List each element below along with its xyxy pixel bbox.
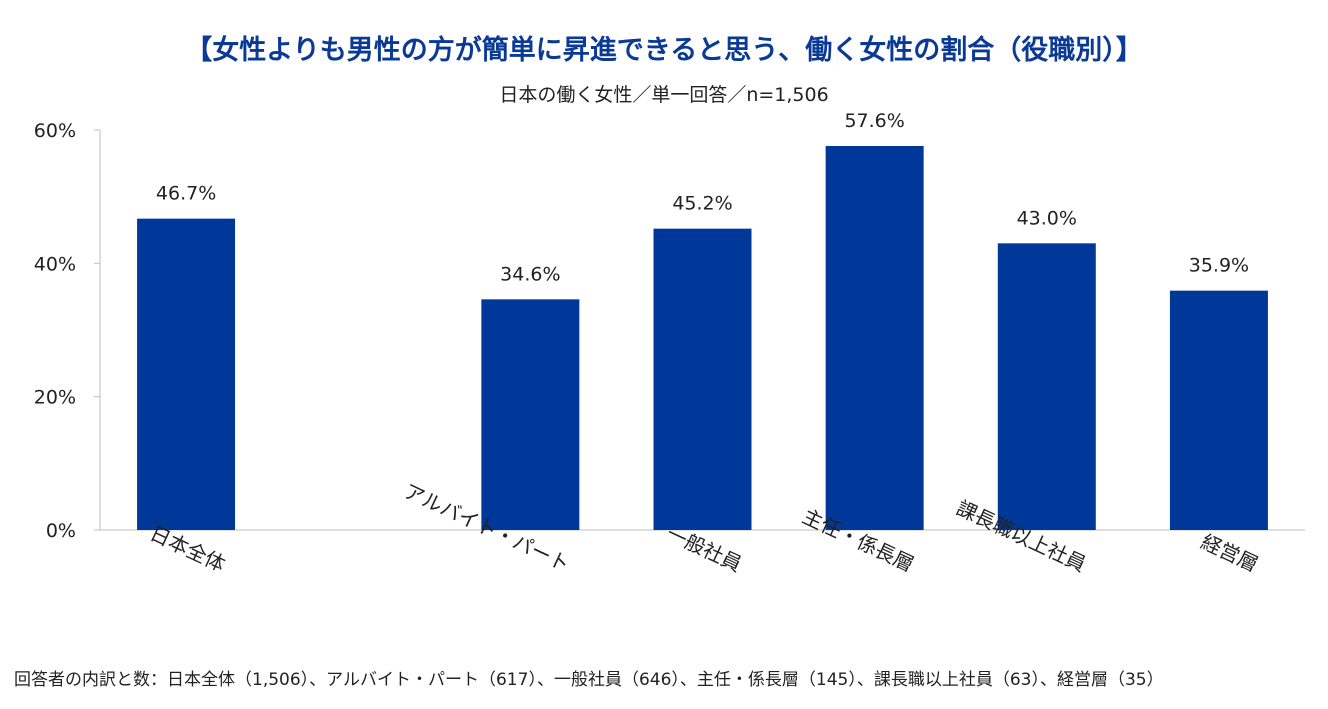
- bar: [997, 243, 1096, 531]
- bar: [137, 218, 236, 530]
- respondent-breakdown-note: 回答者の内訳と数：日本全体（1,506）、アルバイト・パート（617）、一般社員…: [14, 670, 1164, 690]
- bar: [653, 228, 752, 530]
- data-label: 46.7%: [156, 183, 216, 205]
- y-tick-label: 40%: [34, 253, 76, 275]
- x-tick-label: 経営層: [1197, 529, 1262, 576]
- bar: [1169, 290, 1268, 530]
- data-label: 35.9%: [1189, 255, 1249, 277]
- data-label: 57.6%: [844, 110, 904, 132]
- y-tick-label: 60%: [34, 120, 76, 142]
- chart-subtitle: 日本の働く女性／単一回答／n=1,506: [499, 84, 829, 106]
- data-label: 34.6%: [500, 263, 560, 285]
- bar: [825, 146, 924, 530]
- y-tick-label: 20%: [34, 387, 76, 409]
- data-label: 45.2%: [672, 193, 732, 215]
- chart-title: 【女性よりも男性の方が簡単に昇進できると思う、働く女性の割合（役職別）】: [185, 35, 1143, 66]
- y-tick-label: 0%: [46, 520, 76, 542]
- bar: [481, 299, 580, 530]
- data-label: 43.0%: [1017, 207, 1077, 229]
